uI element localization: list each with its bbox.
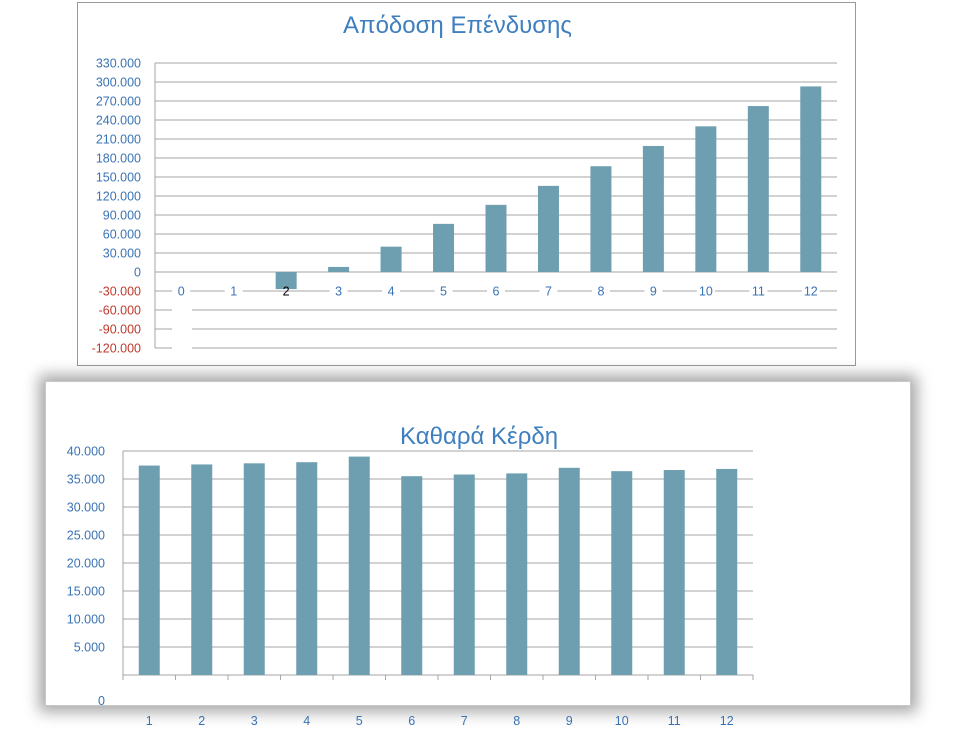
label-backdrop (434, 284, 453, 299)
x-tick-label: 11 (752, 285, 765, 299)
x-tick-label: 10 (615, 714, 629, 728)
x-tick-label: 7 (461, 714, 468, 728)
bar (380, 246, 402, 272)
y-tick-label: 240.000 (96, 114, 141, 128)
y-tick-label: 40.000 (67, 445, 105, 459)
x-tick-label: 6 (408, 714, 415, 728)
x-tick-label: 11 (668, 714, 681, 728)
investment-return-chart-title: Απόδοση Επένδυσης (343, 12, 572, 39)
y-tick-label: 0 (134, 266, 141, 280)
bar (433, 223, 455, 272)
label-backdrop (696, 284, 715, 299)
net-profit-chart-panel (45, 381, 911, 706)
label-backdrop (172, 284, 191, 299)
bar (138, 465, 160, 675)
x-tick-label: 3 (251, 714, 258, 728)
x-tick-label: 10 (699, 285, 713, 299)
bar (191, 464, 213, 675)
y-tick-label: 30.000 (67, 501, 105, 515)
y-tick-label: 150.000 (96, 171, 141, 185)
bar (348, 456, 370, 675)
bar (401, 476, 423, 675)
bar (590, 166, 612, 272)
x-tick-label: 9 (650, 285, 657, 299)
label-backdrop (487, 284, 505, 299)
y-tick-label: -90.000 (99, 323, 141, 337)
y-tick-label: -30.000 (99, 285, 141, 299)
x-tick-label: 4 (303, 714, 310, 728)
y-tick-label: 35.000 (67, 473, 105, 487)
x-tick-label: 0 (178, 285, 185, 299)
y-tick-label: 0 (98, 694, 105, 708)
y-tick-label: 25.000 (67, 529, 105, 543)
bar (275, 272, 297, 290)
y-tick-label: 300.000 (96, 76, 141, 90)
bar (716, 468, 738, 675)
x-tick-label: 12 (720, 714, 734, 728)
bar (695, 126, 717, 272)
label-backdrop (382, 284, 401, 299)
bar (747, 106, 769, 272)
y-tick-label: 270.000 (96, 95, 141, 109)
x-tick-label: 5 (356, 714, 363, 728)
label-backdrop (539, 284, 558, 299)
bar (611, 471, 633, 675)
label-backdrop (224, 284, 243, 299)
bar (296, 462, 318, 675)
label-backdrop (801, 284, 820, 299)
x-tick-label: 2 (198, 714, 205, 728)
bar (558, 467, 580, 675)
x-tick-label: 7 (545, 285, 552, 299)
x-tick-label: 8 (597, 285, 604, 299)
bar (642, 145, 664, 272)
x-tick-label: 1 (146, 714, 153, 728)
x-tick-label: 4 (388, 285, 395, 299)
bar (506, 473, 528, 675)
y-tick-label: -120.000 (92, 342, 141, 356)
y-tick-label: -60.000 (99, 304, 141, 318)
bar (453, 474, 475, 675)
y-tick-label: 20.000 (67, 557, 105, 571)
y-tick-label: 330.000 (96, 57, 141, 71)
label-backdrop (749, 284, 768, 299)
y-tick-label: 15.000 (67, 585, 105, 599)
label-backdrop (329, 284, 348, 299)
label-backdrop (644, 284, 663, 299)
y-tick-label: 10.000 (67, 613, 105, 627)
y-tick-label: 120.000 (96, 190, 141, 204)
y-tick-label: 210.000 (96, 133, 141, 147)
bar (663, 470, 685, 675)
bar (485, 204, 507, 272)
bar (243, 463, 265, 675)
x-tick-label: 1 (230, 285, 237, 299)
bar (328, 266, 350, 272)
y-tick-label: 180.000 (96, 152, 141, 166)
y-tick-label: 90.000 (103, 209, 141, 223)
x-tick-label: 8 (513, 714, 520, 728)
y-tick-label: 5.000 (74, 641, 105, 655)
bar (537, 185, 559, 272)
x-tick-label: 12 (804, 285, 818, 299)
net-profit-chart-title: Καθαρά Κέρδη (400, 423, 559, 450)
y-tick-label: 60.000 (103, 228, 141, 242)
x-tick-label: 2 (283, 285, 290, 299)
y-tick-label: 30.000 (103, 247, 141, 261)
bar (800, 86, 822, 272)
x-tick-label: 6 (493, 285, 500, 299)
label-backdrop (591, 284, 610, 299)
x-tick-label: 3 (335, 285, 342, 299)
x-tick-label: 5 (440, 285, 447, 299)
x-tick-label: 9 (566, 714, 573, 728)
